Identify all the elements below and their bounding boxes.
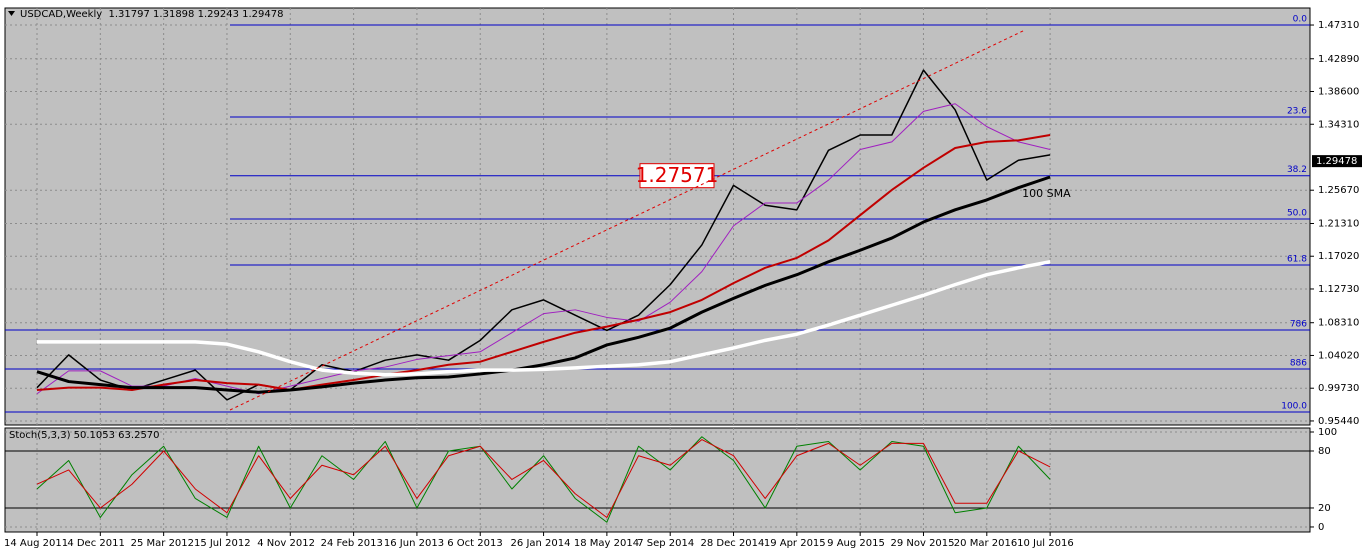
x-tick-label: 20 Mar 2016 [954, 538, 1017, 549]
x-tick-label: 29 Nov 2015 [890, 538, 954, 549]
series-line [36, 69, 1051, 401]
stoch-title: Stoch(5,3,3) 50.1053 63.2570 [9, 430, 160, 441]
x-tick-label: 10 Jul 2016 [1017, 538, 1074, 549]
stoch-panel [4, 427, 1311, 533]
fib-label: 38.2 [1287, 165, 1307, 175]
y-tick-label: 0.99730 [1318, 383, 1359, 394]
series-line [36, 134, 1051, 391]
price-title: USDCAD,Weekly 1.31797 1.31898 1.29243 1.… [20, 9, 283, 20]
x-tick-label: 24 Feb 2013 [321, 538, 383, 549]
x-tick-label: 4 Nov 2012 [257, 538, 315, 549]
series-line [36, 175, 1051, 394]
y-tick-label: 1.04020 [1318, 350, 1359, 361]
x-tick-label: 16 Jun 2013 [384, 538, 444, 549]
x-tick-label: 4 Dec 2011 [67, 538, 125, 549]
y-tick-label: 100 [1318, 427, 1337, 438]
trend-line [229, 29, 1026, 411]
series-line [36, 439, 1051, 518]
y-tick-label: 1.42890 [1318, 54, 1359, 65]
x-tick-label: 19 Apr 2015 [764, 538, 826, 549]
x-tick-label: 15 Jul 2012 [194, 538, 251, 549]
y-tick-label: 1.25670 [1318, 185, 1359, 196]
fib-label: 50.0 [1287, 208, 1307, 218]
y-tick-label: 1.08310 [1318, 318, 1359, 329]
y-tick-label: 1.12730 [1318, 284, 1359, 295]
series-line [37, 260, 1051, 377]
y-tick-label: 1.38600 [1318, 87, 1359, 98]
last-price-box [1312, 155, 1362, 168]
x-tick-label: 26 Jan 2014 [511, 538, 571, 549]
x-tick-label: 6 Oct 2013 [447, 538, 502, 549]
price-box [639, 163, 715, 189]
y-tick-label: 1.34310 [1318, 119, 1359, 130]
fib-label: 61.8 [1287, 255, 1307, 265]
y-tick-label: 1.17020 [1318, 251, 1359, 262]
y-tick-label: 20 [1318, 503, 1331, 514]
x-tick-label: 25 Mar 2012 [131, 538, 194, 549]
fib-label: 886 [1290, 358, 1307, 368]
fib-label: 786 [1290, 319, 1307, 329]
fib-label: 23.6 [1287, 107, 1307, 117]
x-tick-label: 14 Aug 2011 [4, 538, 68, 549]
price-panel [4, 7, 1311, 426]
x-tick-label: 9 Aug 2015 [827, 538, 885, 549]
series-name: 100 SMA [1022, 187, 1071, 200]
y-tick-label: 1.47310 [1318, 20, 1359, 31]
last-price-label: 1.29478 [1316, 156, 1357, 167]
x-tick-label: 18 May 2014 [574, 538, 639, 549]
y-tick-label: 0 [1318, 522, 1324, 533]
menu-arrow [8, 11, 15, 16]
y-tick-label: 1.21310 [1318, 218, 1359, 229]
fib-label: 0.0 [1293, 15, 1308, 25]
price-box-label: 1.27571 [636, 163, 719, 187]
fib-label: 100.0 [1281, 401, 1307, 411]
x-tick-label: 7 Sep 2014 [637, 538, 694, 549]
y-tick-label: 80 [1318, 446, 1331, 457]
y-tick-label: 0.95440 [1318, 416, 1359, 427]
x-tick-label: 28 Dec 2014 [701, 538, 765, 549]
